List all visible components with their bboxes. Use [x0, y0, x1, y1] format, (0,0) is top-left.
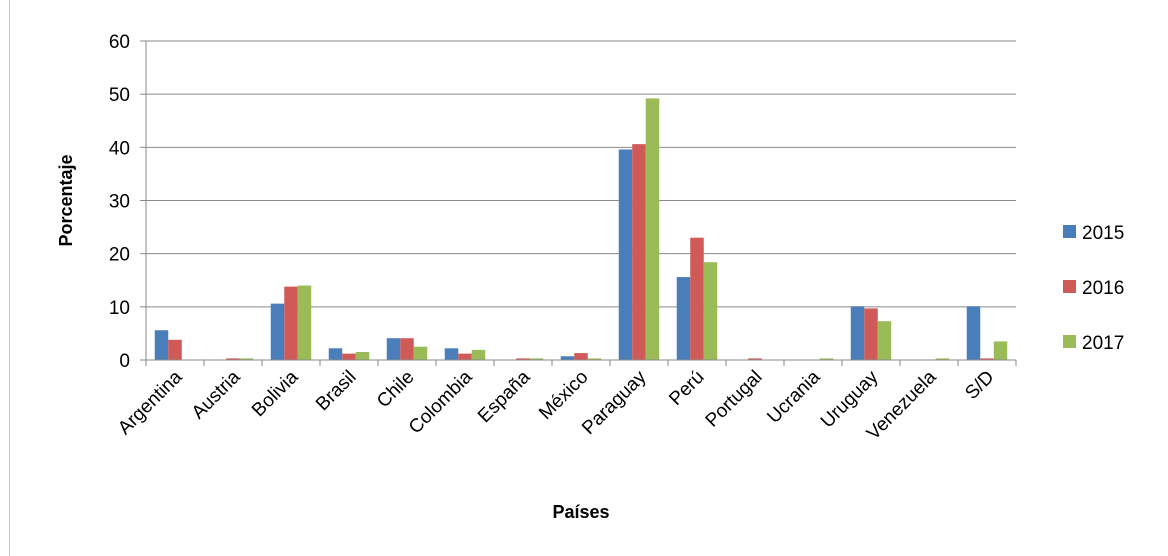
bar-2017-sd	[993, 341, 1008, 360]
y-tick-label: 10	[109, 298, 130, 319]
legend-label-2017: 2017	[1082, 333, 1124, 354]
bar-2015-argentina	[154, 330, 169, 360]
x-tick-label: Chile	[373, 367, 418, 412]
y-axis-title: Porcentaje	[56, 154, 76, 246]
axes	[145, 41, 1017, 366]
y-tick-labels: 0 10 20 30 40 50 60	[109, 32, 130, 372]
page-left-border	[9, 0, 10, 556]
gridlines	[140, 40, 1016, 361]
legend-swatch-2016	[1063, 280, 1076, 293]
x-tick-label: México	[535, 367, 592, 424]
bar-2016-bolivia	[284, 286, 298, 360]
y-tick-label: 20	[109, 245, 130, 266]
bar-2016-mxico	[574, 353, 588, 360]
bar-2016-sd	[980, 358, 994, 360]
x-tick-label: Brasil	[312, 367, 360, 415]
x-tick-label: Perú	[665, 367, 708, 410]
bar-2015-per	[676, 277, 691, 360]
bars	[154, 98, 1008, 361]
legend: 2015 2016 2017	[1063, 223, 1124, 354]
bar-2017-espaa	[529, 358, 544, 360]
bar-2015-paraguay	[618, 149, 633, 360]
x-tick-label: Bolivia	[248, 366, 303, 421]
x-tick-label: Portugal	[702, 367, 767, 432]
bar-2015-mxico	[560, 356, 575, 360]
bar-2016-chile	[400, 338, 414, 360]
bar-2017-austria	[239, 358, 254, 360]
bar-2016-uruguay	[864, 308, 878, 360]
bar-2015-uruguay	[850, 306, 865, 360]
bar-2017-venezuela	[935, 358, 950, 360]
legend-label-2016: 2016	[1082, 278, 1124, 299]
x-tick-label: S/D	[961, 367, 998, 404]
legend-swatch-2017	[1063, 335, 1076, 348]
bar-2016-espaa	[516, 358, 530, 360]
bar-2015-bolivia	[270, 303, 285, 360]
x-tick-labels: Argentina Austria Bolivia Brasil ChileColomb…	[114, 366, 998, 444]
bar-2016-brasil	[342, 353, 356, 360]
x-tick-label: Austria	[188, 366, 245, 423]
y-tick-label: 50	[109, 85, 130, 106]
x-tick-label: Paraguay	[578, 366, 651, 439]
bar-2016-colombia	[458, 353, 472, 360]
x-tick-label: España	[474, 366, 535, 427]
x-tick-label: Colombia	[405, 366, 477, 438]
y-tick-label: 40	[109, 138, 130, 159]
bar-2017-per	[703, 262, 718, 360]
y-tick-label: 0	[119, 351, 130, 372]
y-tick-label: 30	[109, 192, 130, 213]
bar-2015-colombia	[444, 348, 459, 360]
bar-2016-argentina	[168, 339, 182, 360]
bar-2017-chile	[413, 346, 428, 360]
bar-2015-chile	[386, 338, 401, 360]
legend-swatch-2015	[1063, 225, 1076, 238]
bar-2015-sd	[966, 306, 981, 360]
bar-2016-portugal	[748, 358, 762, 360]
bar-2017-uruguay	[877, 321, 892, 360]
bar-2015-brasil	[328, 348, 343, 360]
bar-2017-paraguay	[645, 98, 660, 361]
bar-2016-per	[690, 237, 704, 360]
bar-2016-paraguay	[632, 144, 646, 360]
bar-2017-mxico	[587, 358, 602, 360]
bar-2017-colombia	[471, 349, 486, 360]
y-tick-label: 60	[109, 32, 130, 53]
bar-2017-bolivia	[297, 285, 312, 360]
x-tick-label: Ucrania	[763, 366, 824, 427]
bar-2017-brasil	[355, 352, 370, 360]
x-axis-title: Países	[552, 502, 609, 522]
bar-2016-austria	[226, 358, 240, 360]
x-tick-label: Argentina	[114, 366, 187, 439]
bar-2017-ucrania	[819, 358, 834, 360]
legend-label-2015: 2015	[1082, 223, 1124, 244]
